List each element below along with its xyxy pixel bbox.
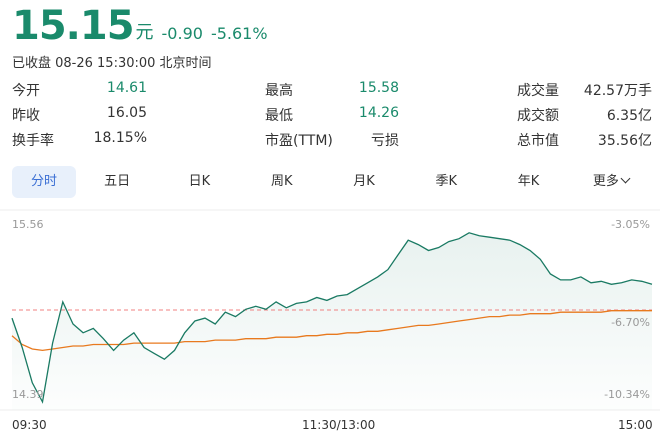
stat-label: 总市值 xyxy=(517,133,559,149)
stat-label: 今开 xyxy=(12,83,40,99)
period-tabs: 分时 五日 日K 周K 月K 季K 年K 更多 xyxy=(12,166,652,198)
stat-label: 成交量 xyxy=(517,83,559,99)
stat-label: 成交额 xyxy=(517,108,559,124)
tab-label: 周K xyxy=(270,174,293,189)
stat-value: 15.58 xyxy=(358,80,399,96)
tab-0[interactable]: 分时 xyxy=(12,166,76,198)
x-label-open: 09:30 xyxy=(12,418,47,432)
tab-label: 季K xyxy=(435,174,458,189)
current-price: 15.15 xyxy=(12,3,135,49)
price-area-fill xyxy=(12,232,652,410)
tab-label: 月K xyxy=(353,174,375,189)
intraday-chart: 15.56 14.39 -3.05% -6.70% -10.34% xyxy=(0,209,660,411)
y-label-right-low: -10.34% xyxy=(604,388,650,401)
stats-row: 今开 14.61 最高 15.58 成交量 42.57万手 xyxy=(12,80,652,105)
tab-label: 日K xyxy=(188,174,211,189)
stat-value: 14.26 xyxy=(358,105,399,121)
tab-4[interactable]: 月K xyxy=(323,166,405,198)
tab-1[interactable]: 五日 xyxy=(76,166,158,198)
price-change: -0.90 xyxy=(161,24,203,43)
tab-label: 五日 xyxy=(104,174,131,189)
stats-row: 换手率 18.15% 市盈(TTM) 亏损 总市值 35.56亿 xyxy=(12,130,652,155)
stat-value: 16.05 xyxy=(106,105,147,121)
stat-label: 昨收 xyxy=(12,108,40,124)
price-change-pct: -5.61% xyxy=(210,24,268,43)
stat-value: 亏损 xyxy=(371,133,399,149)
tab-label: 分时 xyxy=(30,174,57,189)
stat-label: 市盈(TTM) xyxy=(265,133,333,149)
tab-2[interactable]: 日K xyxy=(158,166,240,198)
price-unit: 元 xyxy=(135,22,154,43)
stat-value: 35.56亿 xyxy=(597,133,652,149)
y-label-high: 15.56 xyxy=(12,218,44,231)
stat-value: 18.15% xyxy=(93,130,147,146)
x-label-midday: 11:30/13:00 xyxy=(302,418,376,432)
tab-5[interactable]: 季K xyxy=(405,166,487,198)
tab-label: 年K xyxy=(517,174,540,189)
y-label-right-mid: -6.70% xyxy=(611,316,650,329)
stats-grid: 今开 14.61 最高 15.58 成交量 42.57万手昨收 16.05 最低 14.26 成交… xyxy=(12,80,652,155)
price-header: 15.15 元 -0.90 -5.61% xyxy=(12,4,268,48)
y-label-low: 14.39 xyxy=(12,388,44,401)
tab-7[interactable]: 更多 xyxy=(570,166,652,198)
tab-3[interactable]: 周K xyxy=(241,166,323,198)
tab-6[interactable]: 年K xyxy=(487,166,569,198)
stat-label: 最低 xyxy=(265,108,293,124)
stats-row: 昨收 16.05 最低 14.26 成交额 6.35亿 xyxy=(12,105,652,130)
y-label-right-high: -3.05% xyxy=(611,218,650,231)
chevron-down-icon xyxy=(620,173,631,184)
tab-label: 更多 xyxy=(592,174,619,189)
stat-value: 6.35亿 xyxy=(606,108,652,124)
price-line xyxy=(11,232,653,404)
stat-value: 42.57万手 xyxy=(583,83,652,99)
stat-label: 最高 xyxy=(265,83,293,99)
stat-value: 14.61 xyxy=(106,80,147,96)
market-status: 已收盘 08-26 15:30:00 北京时间 xyxy=(12,56,212,71)
x-label-close: 15:00 xyxy=(618,418,653,432)
stat-label: 换手率 xyxy=(12,133,54,149)
